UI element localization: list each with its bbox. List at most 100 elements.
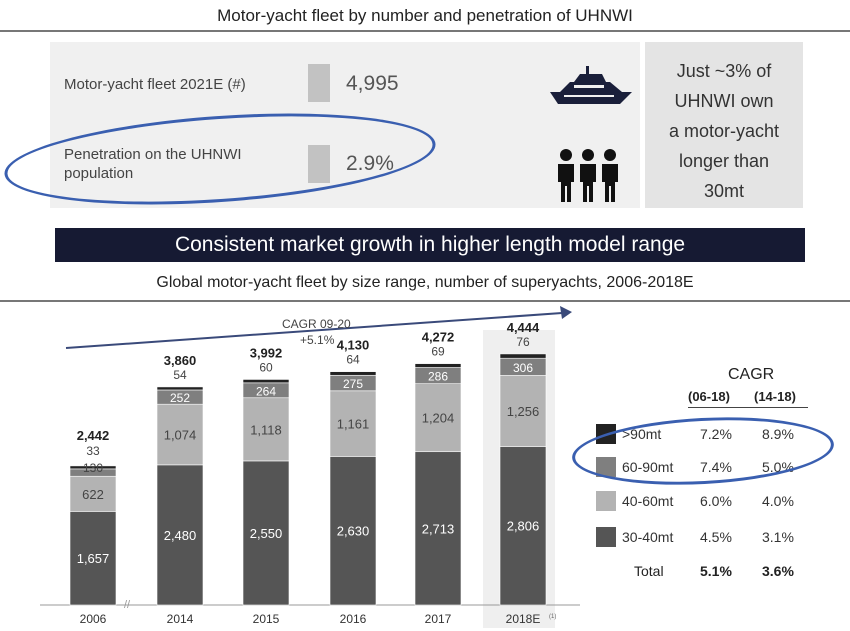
data-label-40-60: 622: [82, 487, 104, 502]
data-label-30-40: 2,630: [337, 524, 370, 539]
top-section-title: Motor-yacht fleet by number and penetrat…: [217, 6, 633, 25]
chart-title: Global motor-yacht fleet by size range, …: [156, 274, 694, 291]
yacht-icon: [550, 66, 632, 104]
bar-segment-3040mt: [69, 511, 117, 606]
bar-segment-3040mt: [414, 451, 462, 606]
x-tick-label: 2017: [425, 612, 452, 626]
axis-break-mark: //: [124, 599, 131, 611]
data-label-90plus: 64: [346, 353, 360, 367]
penetration-value: 2.9%: [346, 152, 394, 175]
divider: [0, 30, 850, 32]
legend-cagr-0618: 4.5%: [700, 529, 732, 545]
growth-banner: Consistent market growth in higher lengt…: [55, 228, 805, 262]
bar-segment-90mt: [69, 465, 117, 470]
bar-segment-4060mt: [329, 390, 377, 457]
total-label: 4,130: [337, 338, 370, 353]
callout-line: 30mt: [703, 181, 745, 201]
bar-segment-4060mt: [69, 475, 117, 512]
data-label-90plus: 33: [86, 444, 100, 458]
data-label-90plus: 69: [431, 345, 445, 359]
legend-cagr-0618: 7.4%: [700, 459, 732, 475]
total-cagr-1418: 3.6%: [762, 563, 794, 579]
bar-segment-90mt: [156, 386, 204, 391]
bar-segment-3040mt: [499, 446, 547, 606]
callout-line: UHNWI own: [674, 91, 774, 111]
total-label: 3,860: [164, 353, 197, 368]
legend-cagr-1418: 8.9%: [762, 426, 794, 442]
bar-segment-3040mt: [329, 456, 377, 606]
total-cagr-0618: 5.1%: [700, 563, 732, 579]
stats-panel: [50, 42, 640, 208]
x-tick-label: 2018E: [506, 612, 541, 626]
callout-text: Just ~3% of UHNWI own a motor-yacht long…: [645, 56, 803, 206]
legend-label: 30-40mt: [622, 529, 674, 545]
cagr-col1-header: (06-18): [688, 389, 730, 404]
people-icon: [558, 149, 618, 202]
data-label-60-90: 286: [428, 370, 448, 384]
total-label: 3,992: [250, 345, 283, 360]
legend-swatch: [596, 424, 616, 444]
bar-segment-90mt: [242, 379, 290, 384]
legend-swatch: [596, 491, 616, 511]
total-label: 4,444: [507, 320, 540, 335]
cagr-arrow-label: CAGR 09-20: [282, 317, 351, 331]
cagr-header-rule: [688, 407, 808, 408]
penetration-bar: [308, 145, 330, 183]
fleet-bar: [308, 64, 330, 102]
bar-segment-4060mt: [242, 397, 290, 462]
footnote-marker: (1): [549, 614, 556, 620]
data-label-40-60: 1,118: [250, 422, 282, 437]
bar-segment-4060mt: [414, 383, 462, 453]
bar-segment-4060mt: [156, 403, 204, 466]
legend-cagr-1418: 5.0%: [762, 459, 794, 475]
cagr-arrow-value: +5.1%: [300, 333, 335, 347]
bar-segment-4060mt: [499, 375, 547, 447]
penetration-label-line1: Penetration on the UHNWI: [64, 146, 242, 163]
total-label: Total: [634, 563, 664, 579]
legend-cagr-1418: 4.0%: [762, 493, 794, 509]
cagr-title: CAGR: [728, 366, 775, 383]
data-label-60-90: 130: [83, 461, 103, 475]
data-label-60-90: 252: [170, 391, 190, 405]
bar-segment-90mt: [329, 371, 377, 376]
total-label: 2,442: [77, 428, 110, 443]
data-label-30-40: 2,480: [164, 528, 197, 543]
data-label-40-60: 1,204: [422, 411, 455, 426]
cagr-arrow-line: [65, 312, 563, 349]
fleet-label: Motor-yacht fleet 2021E (#): [64, 76, 246, 93]
legend-cagr-0618: 6.0%: [700, 493, 732, 509]
total-label: 4,272: [422, 330, 455, 345]
callout-line: Just ~3% of: [676, 61, 772, 81]
legend-cagr-1418: 3.1%: [762, 529, 794, 545]
legend-label: 60-90mt: [622, 459, 674, 475]
legend-label: >90mt: [622, 426, 662, 442]
bar-segment-90mt: [499, 353, 547, 359]
data-label-30-40: 2,713: [422, 521, 455, 536]
fleet-value: 4,995: [346, 72, 399, 95]
x-tick-label: 2006: [80, 612, 107, 626]
bar-segment-3040mt: [156, 464, 204, 606]
data-label-90plus: 60: [259, 360, 273, 374]
bar-segment-90mt: [414, 363, 462, 368]
legend-swatch: [596, 527, 616, 547]
data-label-90plus: 54: [173, 368, 187, 382]
data-label-40-60: 1,256: [507, 404, 540, 419]
cagr-col2-header: (14-18): [754, 389, 796, 404]
callout-line: a motor-yacht: [668, 121, 780, 141]
divider: [0, 300, 850, 302]
data-label-60-90: 306: [513, 361, 533, 375]
x-tick-label: 2014: [167, 612, 194, 626]
legend-cagr-0618: 7.2%: [700, 426, 732, 442]
data-label-30-40: 2,550: [250, 526, 283, 541]
data-label-60-90: 275: [343, 377, 363, 391]
legend-label: 40-60mt: [622, 493, 674, 509]
data-label-30-40: 1,657: [77, 551, 110, 566]
penetration-label-line2: population: [64, 165, 134, 182]
callout-line: longer than: [678, 151, 770, 171]
data-label-40-60: 1,161: [337, 417, 370, 432]
x-tick-label: 2015: [253, 612, 280, 626]
data-label-40-60: 1,074: [164, 428, 197, 443]
cagr-arrow-head: [560, 306, 572, 319]
data-label-30-40: 2,806: [507, 519, 540, 534]
